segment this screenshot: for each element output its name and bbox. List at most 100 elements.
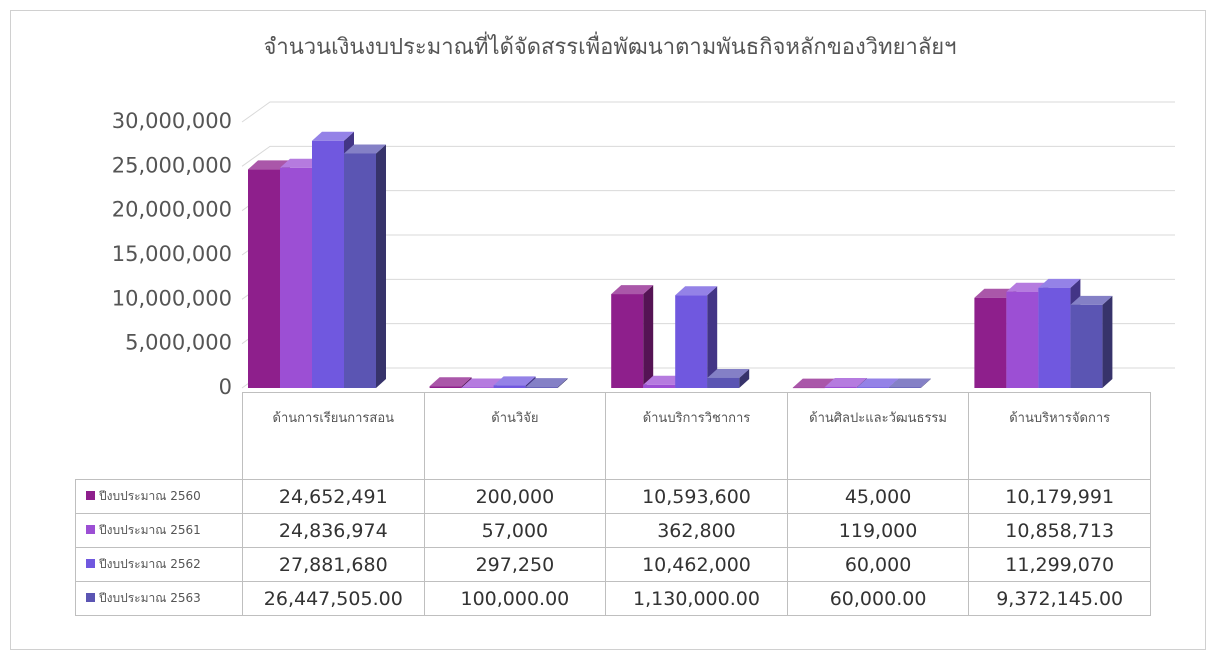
bar-top [429, 377, 472, 387]
bar [643, 384, 676, 388]
value-label: 100,000.00 [423, 581, 607, 616]
data-table: ด้านการเรียนการสอน ด้านวิจัย ด้านบริการวิช… [75, 392, 1151, 616]
value-label: 60,000.00 [786, 581, 970, 616]
bar-top [1038, 278, 1081, 288]
value-label: 200,000 [423, 479, 607, 514]
bar-top [1006, 282, 1049, 292]
bar [856, 387, 889, 388]
bar [461, 387, 494, 388]
category-label: ด้านการเรียนการสอน [242, 392, 425, 480]
legend-label: ปีงบประมาณ 2560 [99, 489, 201, 503]
table-row: ปีงบประมาณ 2562 27,881,680 297,250 10,462,0… [75, 547, 1151, 582]
value-label: 60,000 [786, 547, 970, 582]
value-label: 45,000 [786, 479, 970, 514]
bar [675, 295, 708, 388]
value-label: 27,881,680 [242, 547, 425, 582]
value-label: 119,000 [786, 513, 970, 548]
bar-top [707, 368, 750, 378]
bar [611, 294, 644, 388]
table-row: ปีงบประมาณ 2560 24,652,491 200,000 10,593,6… [75, 479, 1151, 514]
bar-side [557, 378, 568, 388]
bar-top [888, 378, 931, 388]
table-row: ปีงบประมาณ 2561 24,836,974 57,000 362,800 11… [75, 513, 1151, 548]
category-label: ด้านบริหารจัดการ [968, 392, 1151, 480]
bar-side [920, 378, 931, 388]
bar-side [707, 286, 718, 388]
legend-entry: ปีงบประมาณ 2560 [75, 479, 243, 514]
value-label: 9,372,145.00 [968, 581, 1151, 616]
bar [493, 385, 526, 388]
table-header-row: ด้านการเรียนการสอน ด้านวิจัย ด้านบริการวิช… [76, 392, 1151, 480]
bar [1006, 291, 1039, 388]
legend-swatch [86, 525, 95, 534]
value-label: 57,000 [423, 513, 607, 548]
category-label: ด้านวิจัย [423, 392, 607, 480]
bar-side [643, 285, 654, 388]
bar [429, 386, 462, 388]
bar [1038, 287, 1071, 388]
category-label: ด้านศิลปะและวัฒนธรรม [786, 392, 970, 480]
value-label: 24,836,974 [242, 513, 425, 548]
bar-top [280, 158, 322, 168]
y-tick-label: 5,000,000 [125, 331, 232, 355]
y-tick-label: 30,000,000 [112, 109, 232, 133]
y-tick-label: 0 [219, 375, 232, 399]
bar-top [344, 144, 386, 154]
bar [1070, 304, 1103, 388]
legend-entry: ปีงบประมาณ 2561 [75, 513, 243, 548]
y-tick-label: 10,000,000 [112, 286, 232, 310]
bar [525, 387, 558, 388]
bar-top [675, 286, 718, 296]
page: จำนวนเงินงบประมาณที่ได้จัดสรรเพื่อพัฒนาต… [10, 10, 1206, 650]
bar-top [248, 160, 290, 170]
legend-swatch [86, 559, 95, 568]
y-tick-label: 15,000,000 [112, 242, 232, 266]
bar-side [739, 368, 750, 388]
table-row: ปีงบประมาณ 2563 26,447,505.00 100,000.00 1,… [75, 581, 1151, 616]
bar-top [611, 285, 654, 295]
chart: จำนวนเงินงบประมาณที่ได้จัดสรรเพื่อพัฒนาต… [112, 31, 1175, 399]
bar-top [824, 377, 867, 387]
bar-top [856, 378, 899, 388]
bar [707, 377, 740, 388]
value-label: 297,250 [423, 547, 607, 582]
value-label: 10,462,000 [605, 547, 788, 582]
bar [248, 169, 280, 388]
legend-swatch [86, 593, 95, 602]
legend-swatch [86, 491, 95, 500]
grid-line [241, 145, 1175, 167]
legend-label: ปีงบประมาณ 2562 [99, 557, 201, 571]
value-label: 10,179,991 [968, 479, 1151, 514]
value-label: 362,800 [605, 513, 788, 548]
legend-entry: ปีงบประมาณ 2562 [75, 547, 243, 582]
bar [280, 167, 312, 388]
value-label: 26,447,505.00 [242, 581, 425, 616]
bar [312, 140, 344, 388]
bar-side [376, 144, 386, 388]
value-label: 10,593,600 [605, 479, 788, 514]
y-tick-label: 25,000,000 [112, 153, 232, 177]
table-corner [76, 393, 243, 480]
bar [824, 386, 857, 388]
bar-top [493, 376, 536, 386]
bar-top [525, 378, 568, 388]
value-label: 1,130,000.00 [605, 581, 788, 616]
legend-label: ปีงบประมาณ 2563 [99, 591, 201, 605]
legend-label: ปีงบประมาณ 2561 [99, 523, 201, 537]
legend-entry: ปีงบประมาณ 2563 [75, 581, 243, 616]
value-label: 24,652,491 [242, 479, 425, 514]
value-label: 11,299,070 [968, 547, 1151, 582]
bar-top [792, 378, 835, 388]
bar [888, 387, 921, 388]
y-tick-label: 20,000,000 [112, 198, 232, 222]
bar-side [1102, 295, 1113, 388]
bar [344, 153, 376, 388]
grid-line [241, 101, 1175, 123]
value-label: 10,858,713 [968, 513, 1151, 548]
bar-top [643, 375, 686, 385]
bar [792, 387, 825, 389]
bar-top [1070, 295, 1113, 305]
bar-top [461, 378, 504, 388]
bar-top [974, 288, 1017, 298]
bar [974, 297, 1007, 388]
